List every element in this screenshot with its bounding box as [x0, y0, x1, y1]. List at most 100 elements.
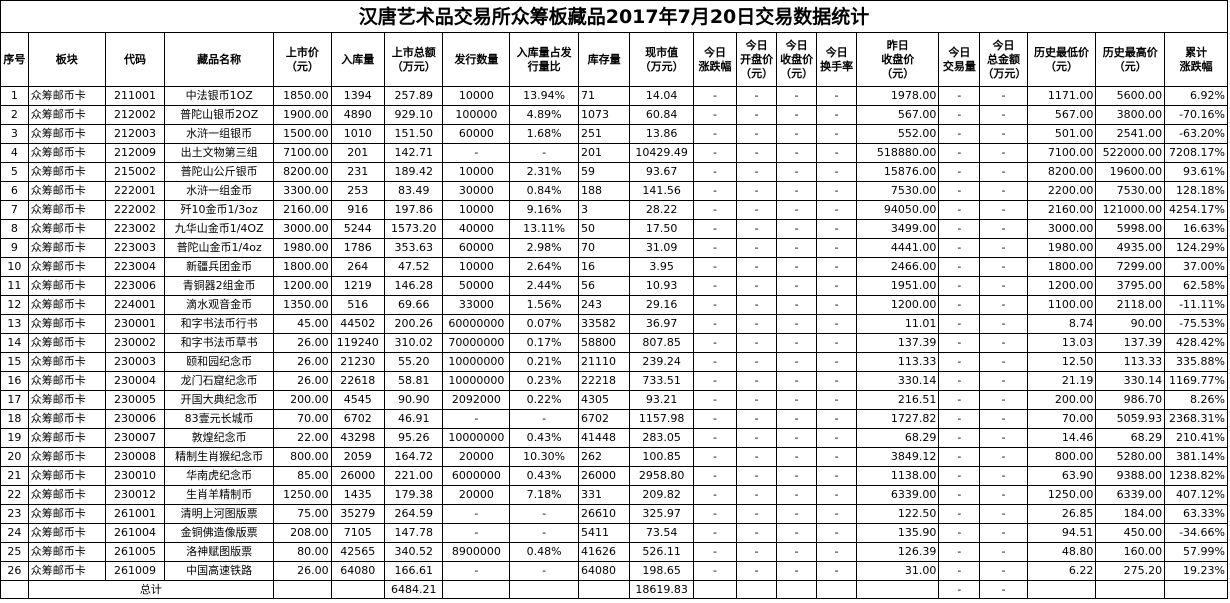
cell-stock-in: 22618	[330, 371, 385, 391]
cell-today-amount: -	[979, 447, 1028, 467]
cell-stock-ratio: 1.68%	[509, 124, 579, 144]
cell-inventory: 3	[577, 200, 631, 220]
cell-today-turnover: -	[816, 181, 858, 201]
table-row: 19 众筹邮币卡 230007 敦煌纪念币 22.00 43298 95.26 1000000…	[0, 428, 1228, 448]
cell-hist-low: 26.85	[1026, 504, 1097, 524]
total-listing-amount: 6484.21	[383, 580, 444, 599]
cell-seq: 10	[0, 257, 29, 277]
cell-listing-price: 1980.00	[273, 238, 332, 258]
cell-today-open: -	[736, 314, 778, 334]
cell-today-turnover: -	[816, 257, 858, 277]
cell-today-open: -	[736, 181, 778, 201]
cell-listing-price: 200.00	[273, 390, 332, 410]
cell-issue-qty: 20000	[442, 447, 511, 467]
total-label: 总计	[27, 580, 275, 599]
cell-today-close: -	[776, 352, 818, 372]
cell-hist-low: 48.80	[1026, 542, 1097, 562]
cell-hist-high: 113.33	[1095, 352, 1166, 372]
cell-today-change: -	[692, 409, 738, 429]
cell-stock-in: 26000	[330, 466, 385, 486]
cell-today-amount: -	[979, 276, 1028, 296]
cell-prev-close: 6339.00	[856, 485, 940, 505]
cell-stock-in: 1219	[330, 276, 385, 296]
header-issue-qty: 发行数量	[442, 32, 511, 87]
cell-prev-close: 31.00	[856, 561, 940, 581]
cell-today-amount: -	[979, 181, 1028, 201]
cell-today-amount: -	[979, 86, 1028, 106]
cell-prev-close: 2466.00	[856, 257, 940, 277]
cell-market-value: 31.09	[629, 238, 694, 258]
cell-issue-qty: 50000	[442, 276, 511, 296]
table-row: 12 众筹邮币卡 224001 滴水观音金币 1350.00 516 69.66 33000 1…	[0, 295, 1228, 315]
cell-issue-qty: 10000000	[442, 352, 511, 372]
cell-today-turnover: -	[816, 124, 858, 144]
header-row: 序号 板块 代码 藏品名称 上市价 （元） 入库量 上市总额 （万元） 发行数量 入库量占发 行量比库…	[0, 32, 1228, 87]
cell-item-name: 九华山金币1/4OZ	[164, 219, 275, 239]
cell-stock-in: 1435	[330, 485, 385, 505]
cell-code: 261009	[104, 561, 166, 581]
cell-prev-close: 216.51	[856, 390, 940, 410]
cell-code: 261005	[104, 542, 166, 562]
cell-sector: 众筹邮币卡	[27, 371, 106, 391]
header-hist-low: 历史最低价 （元）	[1026, 32, 1097, 87]
cell-issue-qty: 10000	[442, 200, 511, 220]
cell-today-change: -	[692, 124, 738, 144]
cell-listing-total: 197.86	[383, 200, 444, 220]
cell-code: 211001	[104, 86, 166, 106]
cell-market-value: 283.05	[629, 428, 694, 448]
cell-listing-price: 85.00	[273, 466, 332, 486]
cell-listing-price: 75.00	[273, 504, 332, 524]
cell-today-amount: -	[979, 352, 1028, 372]
cell-prev-close: 137.39	[856, 333, 940, 353]
cell-market-value: 3.95	[629, 257, 694, 277]
cell-hist-low: 12.50	[1026, 352, 1097, 372]
cell-listing-price: 26.00	[273, 371, 332, 391]
cell-stock-ratio: -	[509, 523, 579, 543]
cell-today-volume: -	[938, 504, 981, 524]
cell-sector: 众筹邮币卡	[27, 314, 106, 334]
cell-issue-qty: 2092000	[442, 390, 511, 410]
cell-inventory: 16	[577, 257, 631, 277]
cell-hist-high: 2541.00	[1095, 124, 1166, 144]
header-prev-close: 昨日 收盘价 （元）	[856, 32, 940, 87]
cell-today-amount: -	[979, 504, 1028, 524]
cell-today-close: -	[776, 466, 818, 486]
cell-seq: 5	[0, 162, 29, 182]
cell-today-volume: -	[938, 447, 981, 467]
cell-code: 261001	[104, 504, 166, 524]
cell-listing-price: 3300.00	[273, 181, 332, 201]
cell-hist-high: 3800.00	[1095, 105, 1166, 125]
cell-market-value: 733.51	[629, 371, 694, 391]
cell-seq: 6	[0, 181, 29, 201]
cell-hist-high: 3795.00	[1095, 276, 1166, 296]
cell-today-turnover: -	[816, 143, 858, 163]
cell-stock-ratio: 2.64%	[509, 257, 579, 277]
cell-today-amount: -	[979, 523, 1028, 543]
cell-today-open: -	[736, 466, 778, 486]
cell-today-close: -	[776, 447, 818, 467]
cell-cum-change: 57.99%	[1164, 542, 1228, 562]
header-inventory: 库存量	[577, 32, 631, 87]
table-row: 10 众筹邮币卡 223004 新疆兵团金币 1800.00 264 47.52 10000 2…	[0, 257, 1228, 277]
cell-today-close: -	[776, 409, 818, 429]
cell-cum-change: 335.88%	[1164, 352, 1228, 372]
cell-today-amount: -	[979, 390, 1028, 410]
cell-prev-close: 7530.00	[856, 181, 940, 201]
table-row: 5 众筹邮币卡 215002 普陀山公斤银币 8200.00 231 189.42 10000…	[0, 162, 1228, 182]
cell-today-open: -	[736, 124, 778, 144]
cell-today-amount: -	[979, 143, 1028, 163]
cell-hist-high: 5998.00	[1095, 219, 1166, 239]
cell-today-close: -	[776, 124, 818, 144]
cell-today-amount: -	[979, 200, 1028, 220]
cell-today-close: -	[776, 86, 818, 106]
cell-hist-low: 1200.00	[1026, 276, 1097, 296]
cell-today-volume: -	[938, 219, 981, 239]
cell-listing-total: 179.38	[383, 485, 444, 505]
cell-code: 230007	[104, 428, 166, 448]
cell-code: 230003	[104, 352, 166, 372]
cell-issue-qty: -	[442, 504, 511, 524]
cell-today-change: -	[692, 466, 738, 486]
cell-today-close: -	[776, 561, 818, 581]
cell-hist-low: 200.00	[1026, 390, 1097, 410]
cell-today-open: -	[736, 105, 778, 125]
